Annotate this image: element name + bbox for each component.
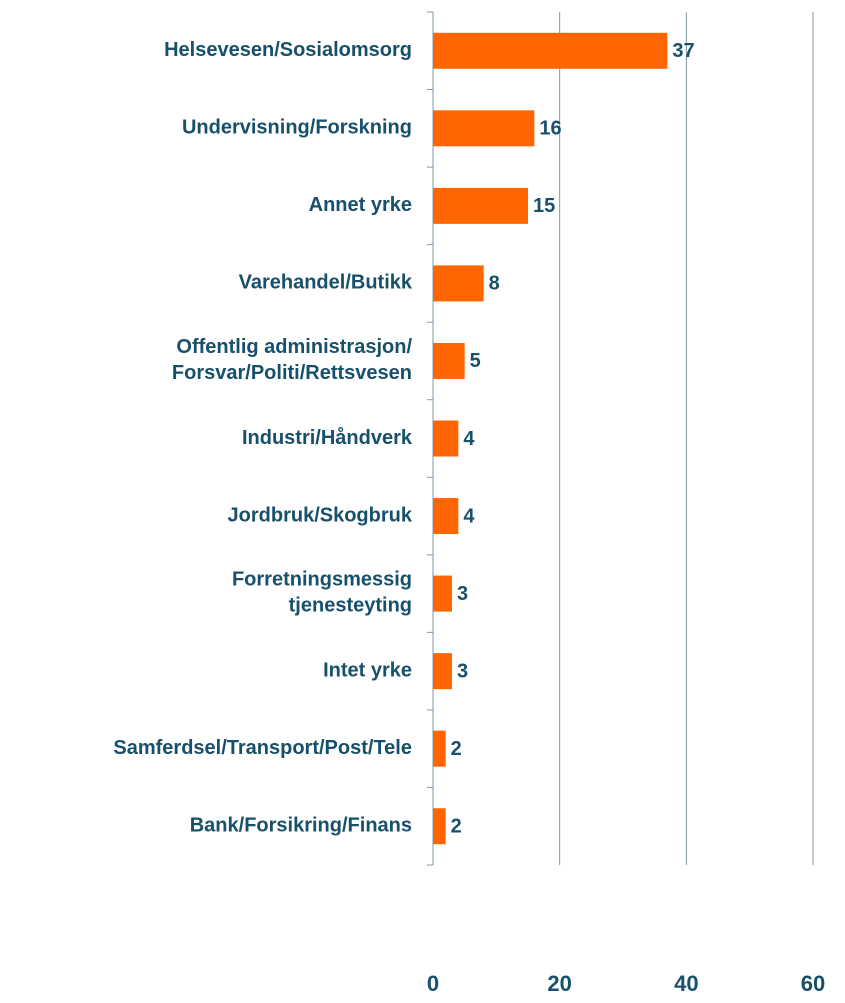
bar: [433, 187, 528, 224]
data-label: 4: [463, 428, 475, 450]
x-tick-label: 60: [801, 971, 825, 996]
y-tick-label: Undervisning/Forskning: [182, 117, 412, 139]
bar: [433, 32, 668, 69]
y-tick-label: Intet yrke: [323, 659, 412, 681]
data-label: 15: [533, 195, 555, 217]
y-tick-label: Offentlig administrasjon/Forsvar/Politi/…: [172, 336, 413, 384]
x-tick-label: 20: [547, 971, 571, 996]
y-tick-label: Samferdsel/Transport/Post/Tele: [113, 737, 412, 759]
bar: [433, 575, 452, 612]
data-label: 2: [451, 738, 462, 760]
x-tick-label: 0: [427, 971, 439, 996]
data-label: 5: [470, 350, 481, 372]
bar: [433, 110, 535, 147]
bar: [433, 420, 459, 457]
data-label: 4: [463, 505, 475, 527]
bar: [433, 808, 446, 845]
y-tick-label: Varehandel/Butikk: [239, 272, 413, 294]
data-label: 37: [672, 40, 694, 62]
data-label: 16: [539, 118, 561, 140]
y-tick-label: Forretningsmessig tjenesteyting: [232, 569, 412, 617]
y-tick-label: Annet yrke: [309, 194, 412, 216]
data-label: 3: [457, 660, 468, 682]
bar: [433, 653, 452, 690]
bar: [433, 265, 484, 302]
y-tick-label: Helsevesen/Sosialomsorg: [164, 39, 412, 61]
y-tick-label: Bank/Forsikring/Finans: [190, 815, 412, 837]
data-label: 8: [489, 273, 500, 295]
data-label: 3: [457, 583, 468, 605]
bar: [433, 730, 446, 767]
bar: [433, 342, 465, 379]
bar: [433, 498, 459, 535]
data-label: 2: [451, 816, 462, 838]
y-tick-label: Industri/Håndverk: [242, 426, 413, 449]
y-tick-label: Jordbruk/Skogbruk: [228, 504, 413, 526]
x-tick-label: 40: [674, 971, 698, 996]
